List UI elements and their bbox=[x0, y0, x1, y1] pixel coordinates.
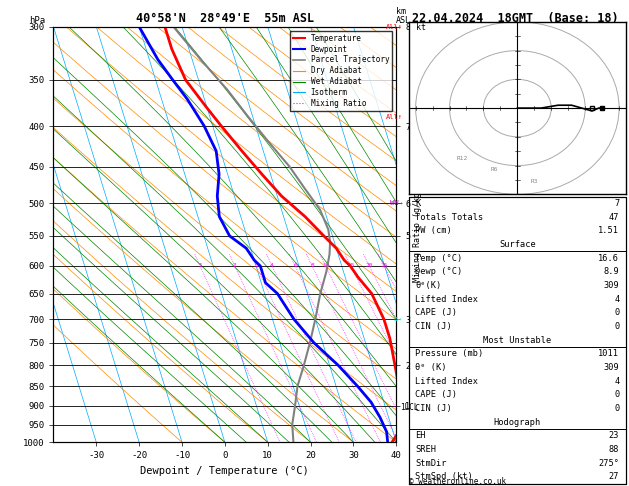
Text: kt: kt bbox=[416, 23, 426, 33]
Text: CAPE (J): CAPE (J) bbox=[415, 308, 457, 317]
Text: 16.6: 16.6 bbox=[598, 254, 620, 263]
Text: Dewp (°C): Dewp (°C) bbox=[415, 267, 462, 277]
Text: 27: 27 bbox=[609, 472, 620, 481]
Text: 88: 88 bbox=[609, 445, 620, 454]
Text: θᵉ(K): θᵉ(K) bbox=[415, 281, 442, 290]
Text: R6: R6 bbox=[490, 167, 498, 173]
Text: 25: 25 bbox=[381, 263, 388, 268]
Text: 15: 15 bbox=[347, 263, 355, 268]
Text: 7: 7 bbox=[614, 199, 620, 208]
Text: 23: 23 bbox=[609, 431, 620, 440]
Text: R3: R3 bbox=[531, 179, 538, 184]
Text: 4: 4 bbox=[614, 377, 620, 385]
Text: Hodograph: Hodograph bbox=[494, 417, 541, 427]
Text: 6: 6 bbox=[293, 263, 297, 268]
Text: 1011: 1011 bbox=[598, 349, 620, 358]
Text: Temp (°C): Temp (°C) bbox=[415, 254, 462, 263]
Text: R12: R12 bbox=[456, 156, 467, 161]
Legend: Temperature, Dewpoint, Parcel Trajectory, Dry Adiabat, Wet Adiabat, Isotherm, Mi: Temperature, Dewpoint, Parcel Trajectory… bbox=[290, 31, 392, 111]
Text: 22.04.2024  18GMT  (Base: 18): 22.04.2024 18GMT (Base: 18) bbox=[412, 12, 618, 25]
Text: Totals Totals: Totals Totals bbox=[415, 213, 484, 222]
Text: Surface: Surface bbox=[499, 240, 536, 249]
Text: 8.9: 8.9 bbox=[604, 267, 620, 277]
Text: All↑: All↑ bbox=[386, 114, 403, 120]
Text: 47: 47 bbox=[609, 213, 620, 222]
Text: 0: 0 bbox=[614, 322, 620, 331]
Text: 4: 4 bbox=[614, 295, 620, 304]
Text: 1.51: 1.51 bbox=[598, 226, 620, 235]
Text: PW (cm): PW (cm) bbox=[415, 226, 452, 235]
Text: 8: 8 bbox=[310, 263, 314, 268]
Text: 309: 309 bbox=[604, 281, 620, 290]
Text: Pressure (mb): Pressure (mb) bbox=[415, 349, 484, 358]
Text: Most Unstable: Most Unstable bbox=[483, 336, 552, 345]
Text: 20: 20 bbox=[365, 263, 373, 268]
Text: StmDir: StmDir bbox=[415, 459, 447, 468]
Text: 40°58'N  28°49'E  55m ASL: 40°58'N 28°49'E 55m ASL bbox=[136, 12, 314, 25]
Text: hPa: hPa bbox=[30, 16, 45, 25]
Text: ≡→: ≡→ bbox=[394, 316, 403, 322]
Text: θᵉ (K): θᵉ (K) bbox=[415, 363, 447, 372]
Text: 275°: 275° bbox=[598, 459, 620, 468]
Text: EH: EH bbox=[415, 431, 426, 440]
X-axis label: Dewpoint / Temperature (°C): Dewpoint / Temperature (°C) bbox=[140, 466, 309, 476]
Text: CIN (J): CIN (J) bbox=[415, 404, 452, 413]
Text: 10: 10 bbox=[322, 263, 330, 268]
Text: 0: 0 bbox=[614, 308, 620, 317]
Text: 0: 0 bbox=[614, 404, 620, 413]
Text: K: K bbox=[415, 199, 421, 208]
Text: SREH: SREH bbox=[415, 445, 437, 454]
Text: Lifted Index: Lifted Index bbox=[415, 377, 479, 385]
Text: 1LCL: 1LCL bbox=[399, 403, 418, 412]
Text: 3: 3 bbox=[254, 263, 258, 268]
Text: © weatheronline.co.uk: © weatheronline.co.uk bbox=[409, 476, 506, 486]
Text: StmSpd (kt): StmSpd (kt) bbox=[415, 472, 473, 481]
Text: 0: 0 bbox=[614, 390, 620, 399]
Text: Lifted Index: Lifted Index bbox=[415, 295, 479, 304]
Text: CIN (J): CIN (J) bbox=[415, 322, 452, 331]
Text: 2: 2 bbox=[233, 263, 237, 268]
Text: 309: 309 bbox=[604, 363, 620, 372]
Text: 1: 1 bbox=[198, 263, 202, 268]
Text: km
ASL: km ASL bbox=[396, 7, 411, 25]
Text: All↑: All↑ bbox=[386, 24, 403, 30]
Text: CAPE (J): CAPE (J) bbox=[415, 390, 457, 399]
Text: 4: 4 bbox=[270, 263, 274, 268]
Y-axis label: Mixing Ratio (g/kg): Mixing Ratio (g/kg) bbox=[413, 187, 422, 282]
Text: WW→: WW→ bbox=[390, 200, 403, 206]
